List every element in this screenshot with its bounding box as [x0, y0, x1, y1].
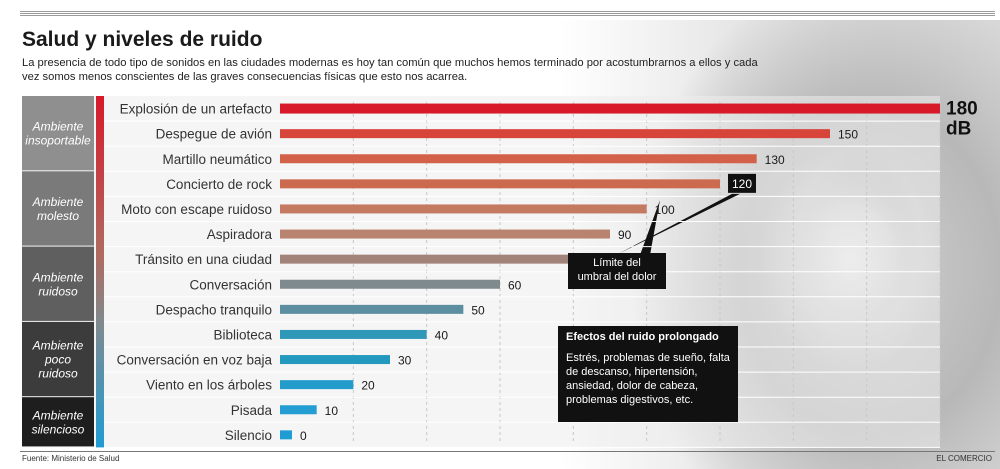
bar-value-label: 10 [325, 404, 339, 418]
bar-category-label: Conversación en voz baja [117, 353, 273, 368]
group-block [22, 246, 94, 321]
bar-value-label: 50 [471, 303, 485, 317]
bar-value-label: 0 [300, 429, 307, 443]
bar-value-label: 90 [618, 228, 632, 242]
bar [280, 179, 720, 189]
bar [280, 103, 940, 114]
effects-box: Efectos del ruido prolongado Estrés, pro… [558, 326, 738, 422]
bar [280, 304, 464, 314]
top-rule [20, 11, 995, 16]
group-label: Ambiente [32, 339, 84, 353]
unit-label: dB [946, 119, 971, 140]
color-strip [96, 96, 104, 448]
bar-category-label: Despacho tranquilo [156, 302, 272, 317]
page-title: Salud y niveles de ruido [22, 28, 263, 51]
bar [280, 355, 390, 365]
group-label: Ambiente [32, 408, 84, 422]
bar-category-label: Despegue de avión [156, 127, 272, 142]
bar-value-label: 130 [765, 153, 785, 167]
bar-value-label: 30 [398, 354, 412, 368]
bar-value-label: 100 [655, 203, 675, 217]
callout-line-1: Límite del [593, 257, 641, 269]
group-label: Ambiente [32, 195, 84, 209]
bar-category-label: Conversación [189, 277, 272, 292]
bar-value-label: 40 [435, 328, 449, 342]
group-label: molesto [37, 209, 79, 223]
bar-category-label: Concierto de rock [166, 177, 272, 192]
bar [280, 430, 292, 440]
bar [280, 405, 317, 415]
bar [280, 229, 610, 239]
bar-value-label: 60 [508, 278, 522, 292]
group-label: ruidoso [38, 367, 78, 381]
callout-line-2: umbral del dolor [577, 271, 657, 283]
group-block [22, 171, 94, 246]
footer-rule [20, 451, 995, 452]
bar-category-label: Silencio [225, 428, 272, 443]
bar-category-label: Aspiradora [207, 227, 273, 242]
bar [280, 279, 500, 289]
bar-category-label: Tránsito en una ciudad [135, 252, 272, 267]
bar [280, 129, 830, 139]
bar [280, 204, 647, 214]
bar-value-label: 120 [732, 177, 752, 191]
effects-title: Efectos del ruido prolongado [566, 331, 719, 343]
bar-category-label: Explosión de un artefacto [120, 102, 272, 117]
bar [280, 154, 757, 164]
bar-category-label: Biblioteca [213, 327, 272, 342]
group-label: insoportable [25, 134, 91, 148]
publisher-credit: EL COMERCIO [936, 454, 992, 463]
bar-category-label: Viento en los árboles [146, 378, 272, 393]
source-note: Fuente: Ministerio de Salud [22, 454, 120, 463]
group-block [22, 96, 94, 171]
group-label: Ambiente [32, 270, 84, 284]
bar-value-label: 180 [946, 99, 978, 120]
bar-value-label: 20 [361, 379, 375, 393]
bar-value-label: 150 [838, 128, 858, 142]
effects-text: Estrés, problemas de sueño, falta de des… [566, 352, 730, 406]
group-label: poco [44, 353, 71, 367]
group-label: Ambiente [32, 120, 84, 134]
bar [280, 254, 574, 264]
highlight-value-box [728, 173, 756, 193]
pain-threshold-callout: Límite del umbral del dolor [568, 253, 666, 289]
group-block [22, 397, 94, 447]
group-label: ruidoso [38, 284, 78, 298]
bar-category-label: Pisada [231, 403, 273, 418]
bar-category-label: Moto con escape ruidoso [121, 202, 272, 217]
bar [280, 329, 427, 339]
page-subtitle: La presencia de todo tipo de sonidos en … [22, 57, 758, 83]
bar [280, 380, 354, 390]
group-block [22, 321, 94, 397]
bar-category-label: Martillo neumático [162, 152, 272, 167]
group-label: silencioso [32, 422, 85, 436]
callout-pointer-tail [640, 200, 660, 255]
